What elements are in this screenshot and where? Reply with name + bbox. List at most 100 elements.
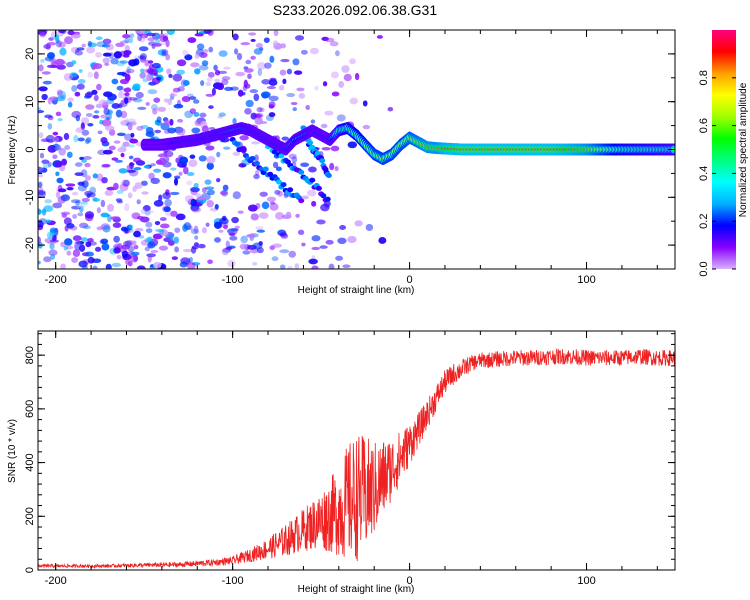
spectrogram-cell — [240, 163, 247, 168]
spectrogram-cell — [56, 89, 63, 96]
x-tick-label: 0 — [407, 575, 413, 587]
x-tick-label: 0 — [407, 274, 413, 286]
spectrogram-cell — [252, 113, 262, 118]
spectrogram-cell — [129, 138, 139, 144]
spectrogram-cell — [168, 233, 174, 242]
spectrogram-cell — [136, 199, 141, 205]
spectrogram-cell — [218, 50, 228, 57]
spectrogram-cell — [291, 156, 298, 163]
spectrogram-cell — [300, 49, 308, 55]
spectrogram-cell — [41, 93, 48, 101]
spectrogram-cell — [183, 222, 192, 231]
spectrogram-cell — [177, 86, 185, 92]
spectrogram-cell — [50, 228, 56, 236]
spectrogram-cell — [140, 208, 146, 215]
spectrogram-cell — [145, 102, 150, 106]
spectrogram-cell — [126, 169, 136, 173]
colorbar-gradient — [712, 30, 736, 269]
y-tick-label: -10 — [24, 189, 36, 205]
spectrogram-cell — [102, 243, 108, 251]
spectrogram-cell — [216, 82, 225, 91]
spectrogram-cell — [347, 236, 357, 244]
spectrogram-cell — [38, 86, 48, 92]
spectrogram-cell — [38, 189, 46, 196]
y-tick-label: 0 — [24, 146, 36, 152]
spectrogram-cell — [123, 87, 132, 93]
y-tick-label: 800 — [24, 346, 36, 364]
spectrogram-cell — [170, 210, 178, 217]
spectrogram-cell — [79, 201, 88, 205]
spectrogram-cell — [87, 238, 94, 243]
spectrogram-cell — [77, 181, 85, 186]
spectrogram-cell — [107, 203, 115, 212]
spectrogram-cell — [80, 237, 88, 242]
spectrogram-cell — [126, 66, 131, 74]
spectrogram-cell — [71, 85, 78, 92]
spectrogram-y-axis-label: Frequency (Hz) — [7, 116, 18, 185]
spectrogram-cell — [97, 149, 107, 156]
spectrogram-cell — [76, 47, 85, 51]
spectrogram-cell — [320, 193, 327, 199]
spectrogram-cell — [247, 204, 258, 212]
spectrogram-cell — [286, 68, 292, 75]
spectrogram-cell — [182, 49, 189, 57]
spectrogram-cell — [206, 189, 215, 196]
spectrogram-cell — [273, 30, 279, 37]
spectrogram-cell — [42, 162, 51, 169]
spectrogram-cell — [129, 33, 135, 38]
spectrogram-cell — [38, 109, 45, 114]
spectrogram-cell — [145, 210, 155, 214]
spectrogram-cell — [98, 99, 107, 106]
spectrogram-cell — [113, 182, 119, 191]
spectrogram-cell — [307, 189, 317, 197]
spectrogram-cell — [256, 106, 263, 113]
spectrogram-cell — [96, 173, 104, 182]
spectrogram-cell — [133, 244, 139, 250]
spectrogram-cell — [137, 106, 147, 111]
x-tick-label: -200 — [45, 575, 67, 587]
spectrogram-cell — [87, 256, 95, 264]
spectrogram-cell — [111, 262, 122, 268]
spectrogram-cell — [139, 68, 145, 73]
spectrogram-cell — [154, 129, 162, 134]
spectrogram-cell — [61, 30, 67, 35]
spectrogram-cell — [305, 104, 310, 111]
spectrogram-cell — [147, 89, 158, 95]
spectrogram-cell — [271, 256, 279, 262]
spectrogram-cell — [277, 190, 283, 197]
spectrogram-cell — [38, 260, 41, 265]
spectrogram-cell — [87, 40, 93, 47]
spectrogram-cell — [83, 225, 91, 230]
colorbar-tick-label: 0.0 — [698, 261, 710, 276]
spectrogram-cell — [158, 245, 169, 251]
spectrogram-cell — [134, 182, 143, 190]
spectrogram-cell — [38, 191, 46, 198]
spectrogram-cell — [136, 125, 144, 131]
spectrogram-cell — [342, 264, 351, 269]
colorbar-tick-label: 0.8 — [698, 70, 710, 85]
spectrogram-cell — [232, 151, 241, 156]
spectrogram-cell — [242, 250, 251, 255]
spectrogram-cell — [96, 226, 104, 231]
spectrogram-cell — [237, 210, 244, 214]
spectrogram-cell — [321, 147, 331, 151]
spectrogram-cell — [128, 118, 136, 124]
spectrogram-cell — [190, 62, 200, 68]
spectrogram-cell — [257, 68, 263, 77]
spectrogram-cell — [131, 212, 141, 220]
spectrogram-cell — [315, 185, 322, 191]
spectrogram-cell — [183, 80, 190, 86]
spectrogram-cell — [104, 125, 115, 131]
spectrogram-cell — [186, 172, 195, 177]
spectrogram-cell — [207, 71, 215, 78]
spectrogram-cell — [247, 73, 252, 80]
spectrogram-cell — [40, 209, 47, 214]
spectrogram-cell — [193, 111, 200, 117]
spectrogram-cell — [214, 78, 221, 83]
spectrogram-cell — [200, 80, 205, 86]
spectrogram-cell — [169, 167, 177, 171]
spectrogram-cell — [135, 91, 144, 99]
spectrogram-cell — [152, 62, 161, 69]
spectrogram-cell — [96, 83, 102, 91]
